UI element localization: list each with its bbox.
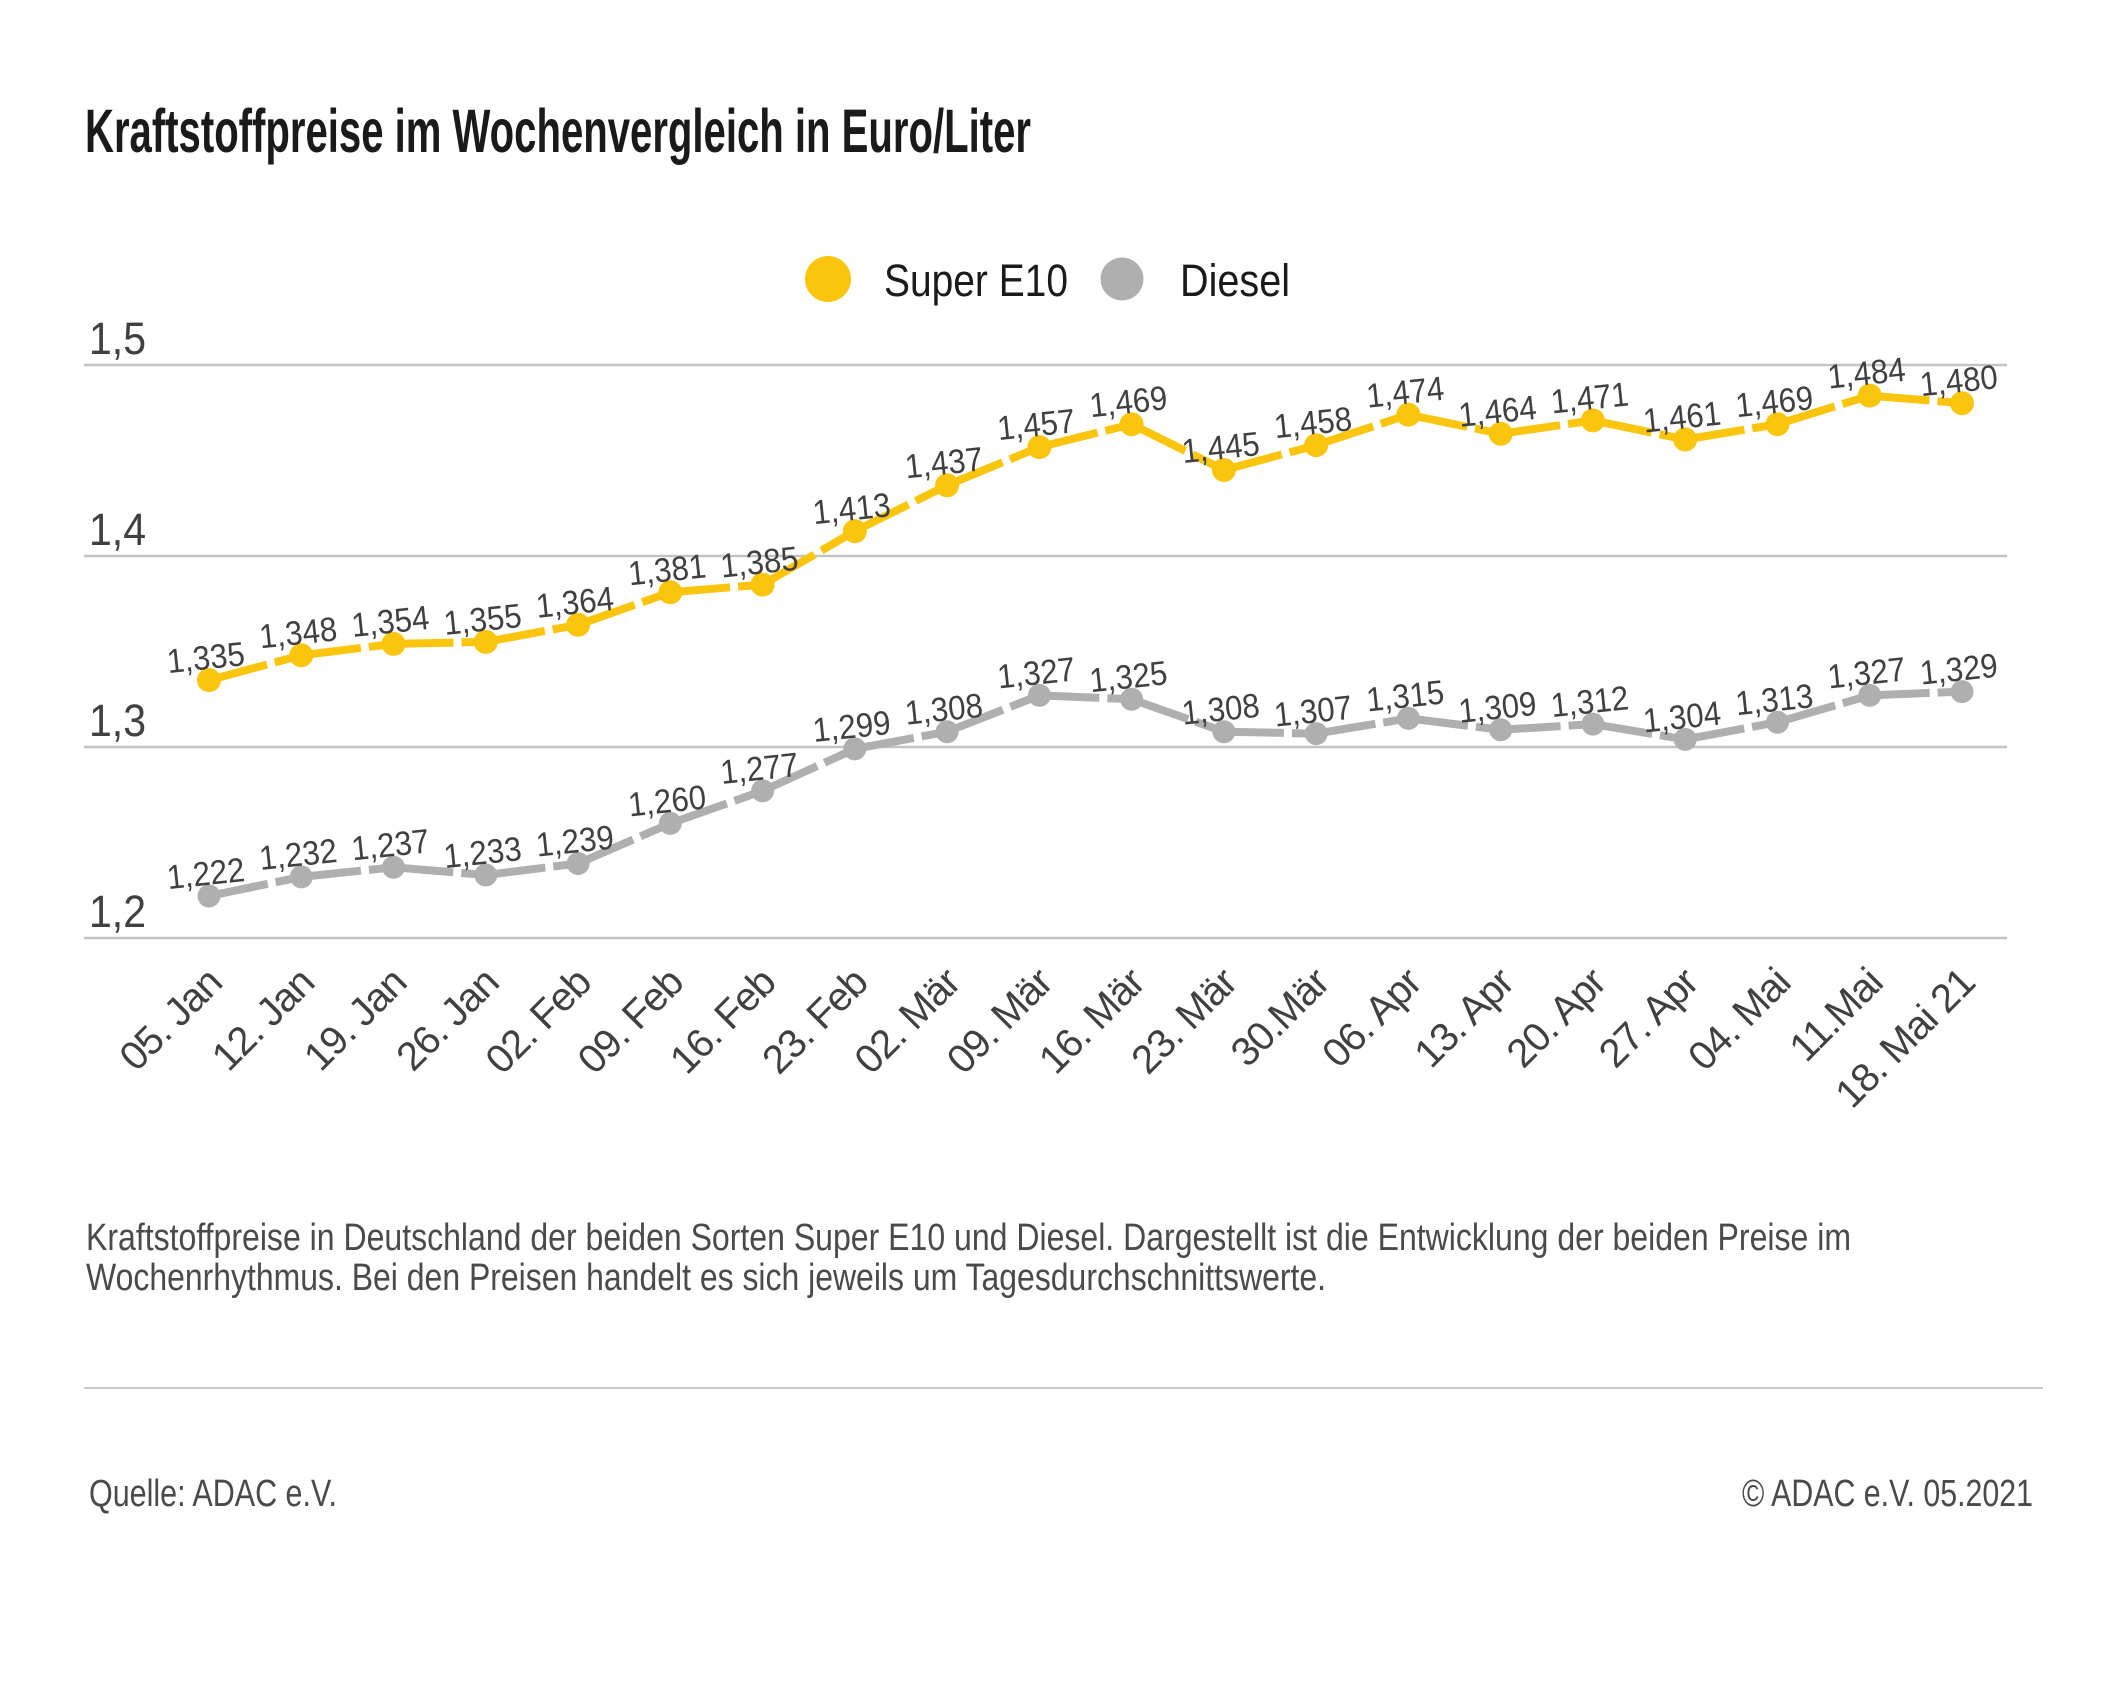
- svg-text:Wochenrhythmus. Bei den Preise: Wochenrhythmus. Bei den Preisen handelt …: [86, 1257, 1326, 1299]
- svg-text:1,480: 1,480: [1918, 358, 2000, 404]
- svg-text:1,348: 1,348: [257, 610, 339, 656]
- svg-text:1,354: 1,354: [350, 599, 432, 645]
- svg-text:1,445: 1,445: [1180, 425, 1262, 471]
- svg-text:1,277: 1,277: [719, 746, 801, 792]
- svg-text:1,237: 1,237: [350, 822, 432, 868]
- svg-text:1,325: 1,325: [1088, 654, 1170, 700]
- svg-text:1,385: 1,385: [719, 540, 801, 586]
- svg-text:1,329: 1,329: [1918, 647, 2000, 693]
- svg-text:1,308: 1,308: [903, 687, 985, 733]
- svg-text:1,355: 1,355: [442, 597, 524, 643]
- svg-text:1,3: 1,3: [89, 695, 146, 746]
- svg-text:1,5: 1,5: [89, 313, 146, 364]
- svg-text:1,239: 1,239: [534, 819, 616, 865]
- svg-text:© ADAC e.V. 05.2021: © ADAC e.V. 05.2021: [1742, 1473, 2033, 1515]
- svg-text:1,308: 1,308: [1180, 687, 1262, 733]
- svg-text:1,469: 1,469: [1088, 379, 1170, 425]
- svg-text:1,307: 1,307: [1272, 689, 1354, 735]
- svg-text:1,364: 1,364: [534, 580, 616, 626]
- svg-text:1,299: 1,299: [811, 704, 893, 750]
- svg-text:1,222: 1,222: [165, 851, 247, 897]
- svg-text:1,233: 1,233: [442, 830, 524, 876]
- svg-text:1,335: 1,335: [165, 635, 247, 681]
- svg-text:1,312: 1,312: [1549, 679, 1631, 725]
- svg-text:1,464: 1,464: [1457, 389, 1539, 435]
- svg-text:1,471: 1,471: [1549, 375, 1631, 421]
- svg-text:Super E10: Super E10: [884, 255, 1068, 306]
- svg-text:1,4: 1,4: [89, 504, 146, 555]
- svg-text:1,313: 1,313: [1734, 677, 1816, 723]
- svg-text:Quelle: ADAC e.V.: Quelle: ADAC e.V.: [89, 1473, 337, 1515]
- svg-text:1,413: 1,413: [811, 486, 893, 532]
- svg-text:1,457: 1,457: [995, 402, 1077, 448]
- svg-text:1,232: 1,232: [257, 832, 339, 878]
- svg-text:Kraftstoffpreise in Deutschlan: Kraftstoffpreise in Deutschland der beid…: [86, 1217, 1851, 1259]
- svg-text:1,2: 1,2: [89, 886, 146, 937]
- svg-text:1,327: 1,327: [1826, 650, 1908, 696]
- svg-text:1,461: 1,461: [1641, 395, 1723, 441]
- svg-text:1,437: 1,437: [903, 440, 985, 486]
- svg-text:1,260: 1,260: [626, 778, 708, 824]
- svg-text:Diesel: Diesel: [1180, 255, 1290, 306]
- svg-text:1,304: 1,304: [1641, 694, 1723, 740]
- svg-text:1,327: 1,327: [995, 650, 1077, 696]
- svg-text:1,458: 1,458: [1272, 400, 1354, 446]
- svg-text:1,309: 1,309: [1457, 685, 1539, 731]
- svg-text:1,315: 1,315: [1364, 673, 1446, 719]
- svg-text:1,474: 1,474: [1364, 370, 1446, 416]
- svg-text:1,484: 1,484: [1826, 351, 1908, 397]
- svg-text:Kraftstoffpreise im Wochenverg: Kraftstoffpreise im Wochenvergleich in E…: [85, 97, 1031, 165]
- svg-text:1,469: 1,469: [1734, 379, 1816, 425]
- svg-text:1,381: 1,381: [626, 547, 708, 593]
